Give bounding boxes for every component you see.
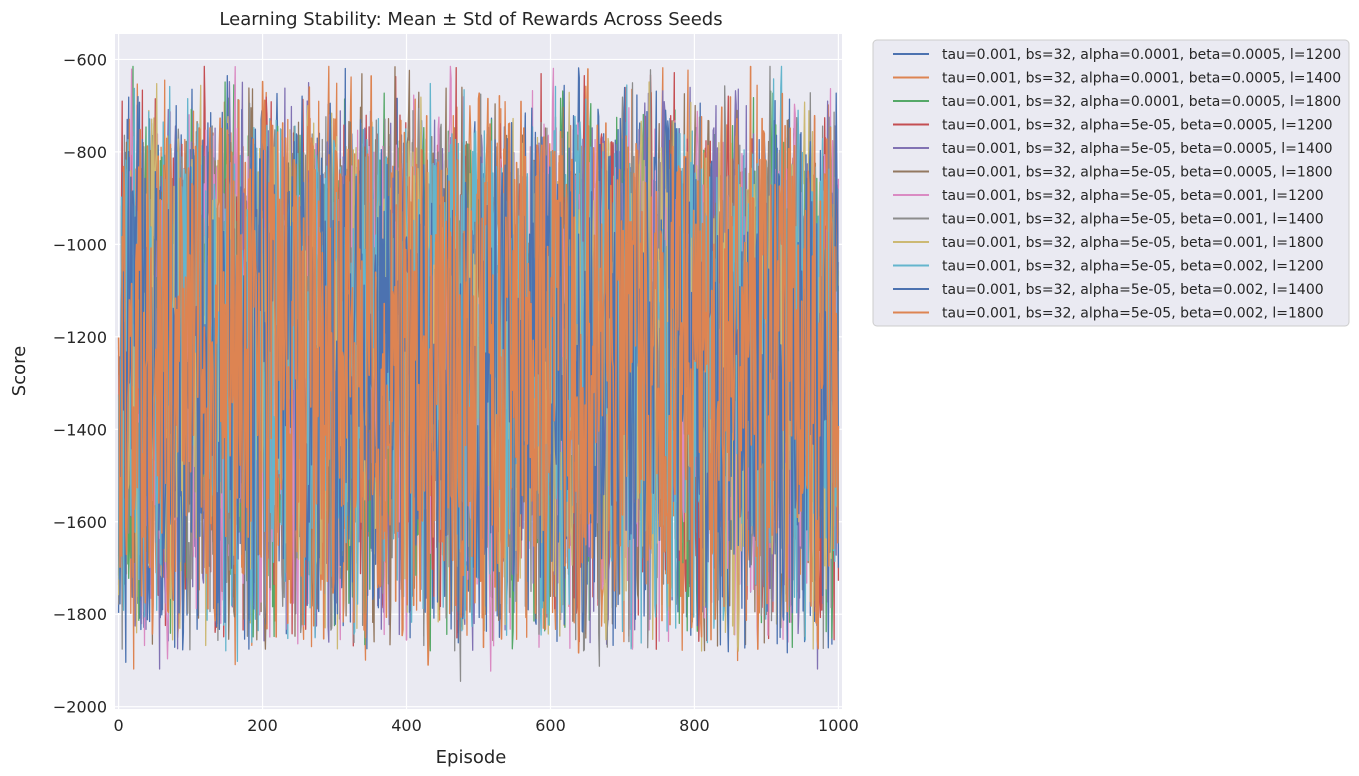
x-tick-label: 0 (114, 716, 124, 735)
y-tick-label: −1600 (53, 513, 107, 532)
chart-title: Learning Stability: Mean ± Std of Reward… (219, 9, 722, 30)
series-layer (117, 65, 840, 682)
y-tick-label: −800 (63, 143, 107, 162)
legend-box (872, 39, 1350, 327)
legend-label-10: tau=0.001, bs=32, alpha=5e-05, beta=0.00… (942, 259, 1324, 275)
legend-label-4: tau=0.001, bs=32, alpha=5e-05, beta=0.00… (942, 118, 1333, 134)
y-tick-label: −600 (63, 50, 107, 69)
legend-label-9: tau=0.001, bs=32, alpha=5e-05, beta=0.00… (942, 235, 1324, 251)
x-tick-label: 200 (247, 716, 278, 735)
legend-label-5: tau=0.001, bs=32, alpha=5e-05, beta=0.00… (942, 141, 1333, 157)
y-tick-label: −1200 (53, 328, 107, 347)
legend-label-12: tau=0.001, bs=32, alpha=5e-05, beta=0.00… (942, 306, 1324, 322)
y-tick-labels: −2000 −1800 −1600 −1400 −1200 −1000 −800 −600 (53, 50, 107, 716)
y-tick-label: −2000 (53, 698, 107, 717)
series-line-11 (117, 67, 840, 663)
legend-label-7: tau=0.001, bs=32, alpha=5e-05, beta=0.00… (942, 188, 1324, 204)
x-tick-label: 600 (535, 716, 566, 735)
y-tick-label: −1400 (53, 420, 107, 439)
x-axis-label: Episode (436, 747, 507, 768)
legend-label-8: tau=0.001, bs=32, alpha=5e-05, beta=0.00… (942, 212, 1324, 228)
legend-label-1: tau=0.001, bs=32, alpha=0.0001, beta=0.0… (942, 47, 1341, 63)
legend-label-11: tau=0.001, bs=32, alpha=5e-05, beta=0.00… (942, 282, 1324, 298)
x-tick-labels: 0 200 400 600 800 1000 (114, 716, 859, 735)
legend: tau=0.001, bs=32, alpha=0.0001, beta=0.0… (872, 39, 1350, 327)
x-tick-label: 1000 (818, 716, 859, 735)
legend-label-2: tau=0.001, bs=32, alpha=0.0001, beta=0.0… (942, 71, 1341, 87)
legend-label-6: tau=0.001, bs=32, alpha=5e-05, beta=0.00… (942, 165, 1333, 181)
x-tick-label: 800 (679, 716, 710, 735)
series-line-12 (117, 65, 840, 666)
y-tick-label: −1800 (53, 605, 107, 624)
y-axis-label: Score (9, 346, 30, 396)
x-tick-label: 400 (391, 716, 422, 735)
legend-label-3: tau=0.001, bs=32, alpha=0.0001, beta=0.0… (942, 94, 1341, 110)
y-tick-label: −1000 (53, 235, 107, 254)
